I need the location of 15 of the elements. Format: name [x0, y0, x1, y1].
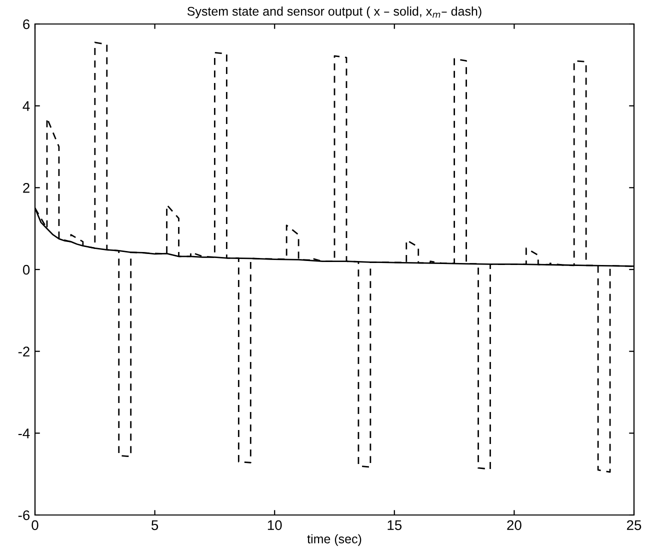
y-tick-label: -6: [18, 510, 30, 520]
chart-title: System state and sensor output ( x – solid, x$_{m}$– dash): [187, 6, 482, 18]
y-tick-label: 2: [23, 183, 30, 193]
y-tick-label: 4: [22, 101, 30, 111]
x-tick-label: 25: [626, 520, 642, 530]
x-tick-label: 15: [388, 520, 402, 530]
x-tick-label: 0: [32, 520, 38, 530]
y-tick-label: 0: [22, 264, 30, 275]
x-tick-label: 5: [151, 520, 158, 530]
y-tick-label: 6: [23, 19, 30, 30]
x-tick-label: 10: [268, 520, 282, 530]
x-axis-title: time (sec): [307, 534, 362, 546]
x-tick-label: 20: [507, 520, 522, 530]
y-tick-label: -4: [18, 428, 30, 438]
y-tick-label: -2: [18, 346, 30, 356]
